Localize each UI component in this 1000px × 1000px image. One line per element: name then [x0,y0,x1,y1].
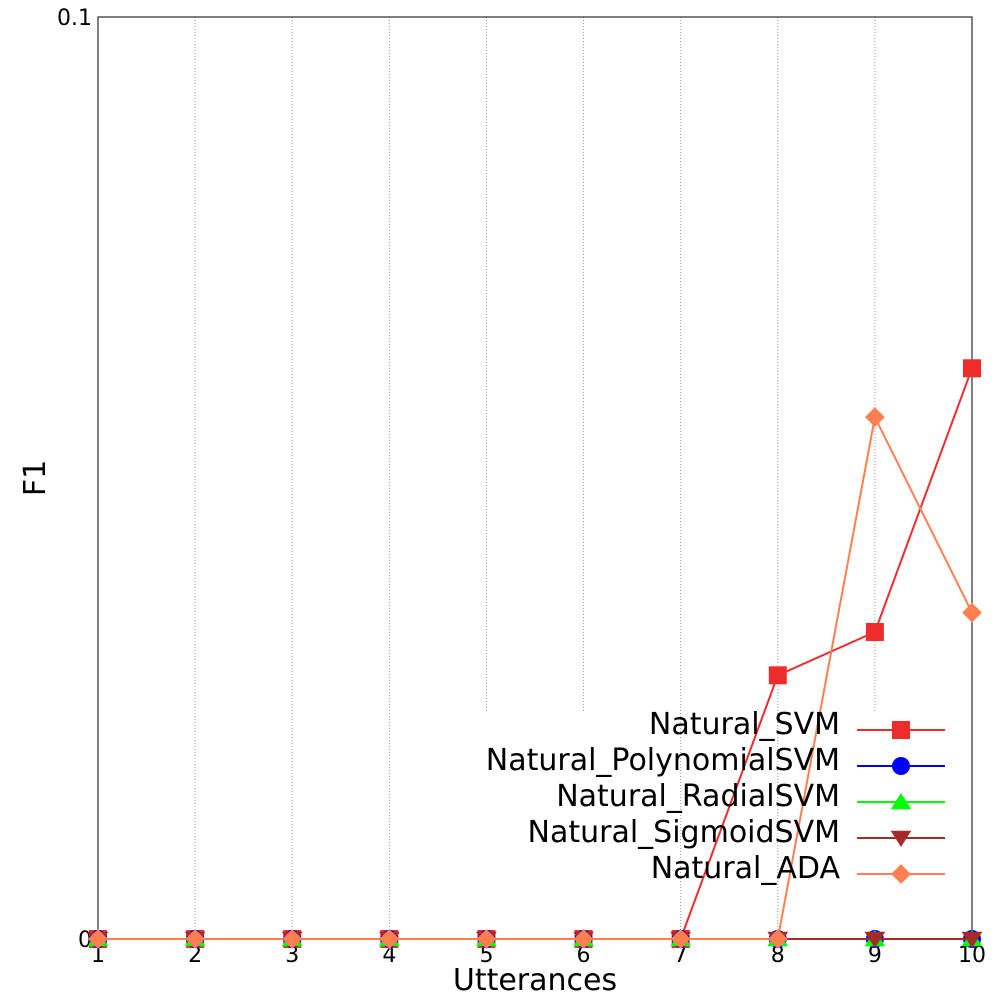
x-tick-label: 1 [91,943,105,968]
legend-marker [890,793,912,810]
data-point [767,929,788,949]
y-axis-label: F1 [18,460,53,496]
data-point [476,929,497,949]
legend-label: Natural_RadialSVM [556,779,840,814]
x-tick-label: 3 [285,943,299,968]
data-point [185,929,206,949]
data-point [962,602,982,623]
x-axis-label: Utterances [453,963,617,998]
y-tick-label: 0.1 [57,6,92,31]
series-4 [88,407,982,949]
data-point [282,929,303,949]
x-tick-label: 7 [674,943,688,968]
legend-marker [891,864,911,884]
legend-label: Natural_SVM [649,707,840,742]
series-line [98,367,973,940]
legend-label: Natural_SigmoidSVM [528,815,840,850]
legend-label: Natural_PolynomialSVM [486,743,840,778]
x-tick-label: 4 [382,943,396,968]
legend-marker [890,830,912,847]
x-tick-label: 6 [577,943,591,968]
plot-frame [97,16,973,940]
legend: Natural_SVMNatural_PolynomialSVMNatural_… [486,707,945,886]
legend-marker [892,721,910,739]
legend-label: Natural_ADA [651,851,841,886]
data-point [573,929,594,949]
series-0 [89,359,981,948]
series-line [98,414,973,940]
x-tick-label: 2 [188,943,202,968]
x-tick-label: 8 [771,943,785,968]
data-point [768,666,787,685]
data-point [670,929,691,949]
grid-layer [194,17,876,939]
legend-marker [892,757,910,775]
x-tick-label: 9 [868,943,882,968]
data-point [88,929,108,949]
y-tick-label: 0 [78,928,92,953]
data-point [864,407,885,428]
series-layer [87,359,983,949]
x-tick-label: 5 [479,943,493,968]
data-point [864,931,886,948]
data-point [379,929,400,949]
data-point [961,931,983,948]
data-point [865,622,884,641]
data-point [963,359,981,378]
